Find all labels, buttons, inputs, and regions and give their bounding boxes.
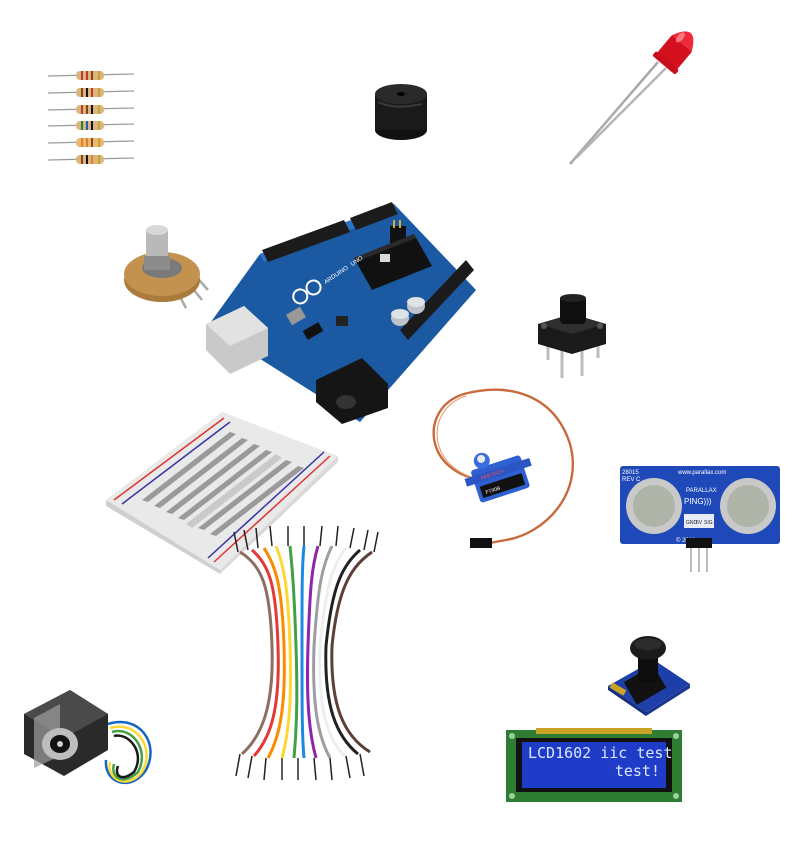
buzzer — [374, 80, 428, 140]
lcd-module: LCD1602 iic test test! — [506, 728, 682, 802]
ping-brand-label: PARALLAX — [686, 488, 717, 494]
resistors — [47, 66, 135, 168]
stepper-motor — [20, 684, 160, 794]
lcd-line-1: LCD1602 iic test — [528, 744, 673, 762]
ping-year-label: © 2011 — [676, 537, 696, 544]
ping-pin-5v: 5V — [696, 520, 703, 526]
jumper-wires — [232, 525, 380, 782]
joystick-module — [606, 636, 692, 720]
ping-rev-label: REV C — [622, 477, 641, 483]
potentiometer — [122, 222, 210, 310]
breadboard — [102, 408, 342, 574]
push-button — [536, 294, 608, 378]
ping-name-label: PING))) — [684, 497, 712, 506]
servo-model-label: FT90B — [485, 485, 502, 496]
ping-pin-gnd: GND — [686, 520, 698, 526]
arduino-board: ARDUINO UNO — [204, 198, 480, 426]
lcd-line-2: test! — [615, 762, 660, 780]
ping-site-label: www.parallax.com — [677, 470, 726, 476]
ping-pin-sig: SIG — [704, 520, 713, 526]
led — [566, 30, 696, 166]
ultrasonic-sensor: 28015 REV C www.parallax.com PARALLAX PI… — [616, 462, 784, 574]
servo-motor: FT90B FEETECH — [424, 384, 578, 554]
ping-part-label: 28015 — [622, 470, 639, 476]
